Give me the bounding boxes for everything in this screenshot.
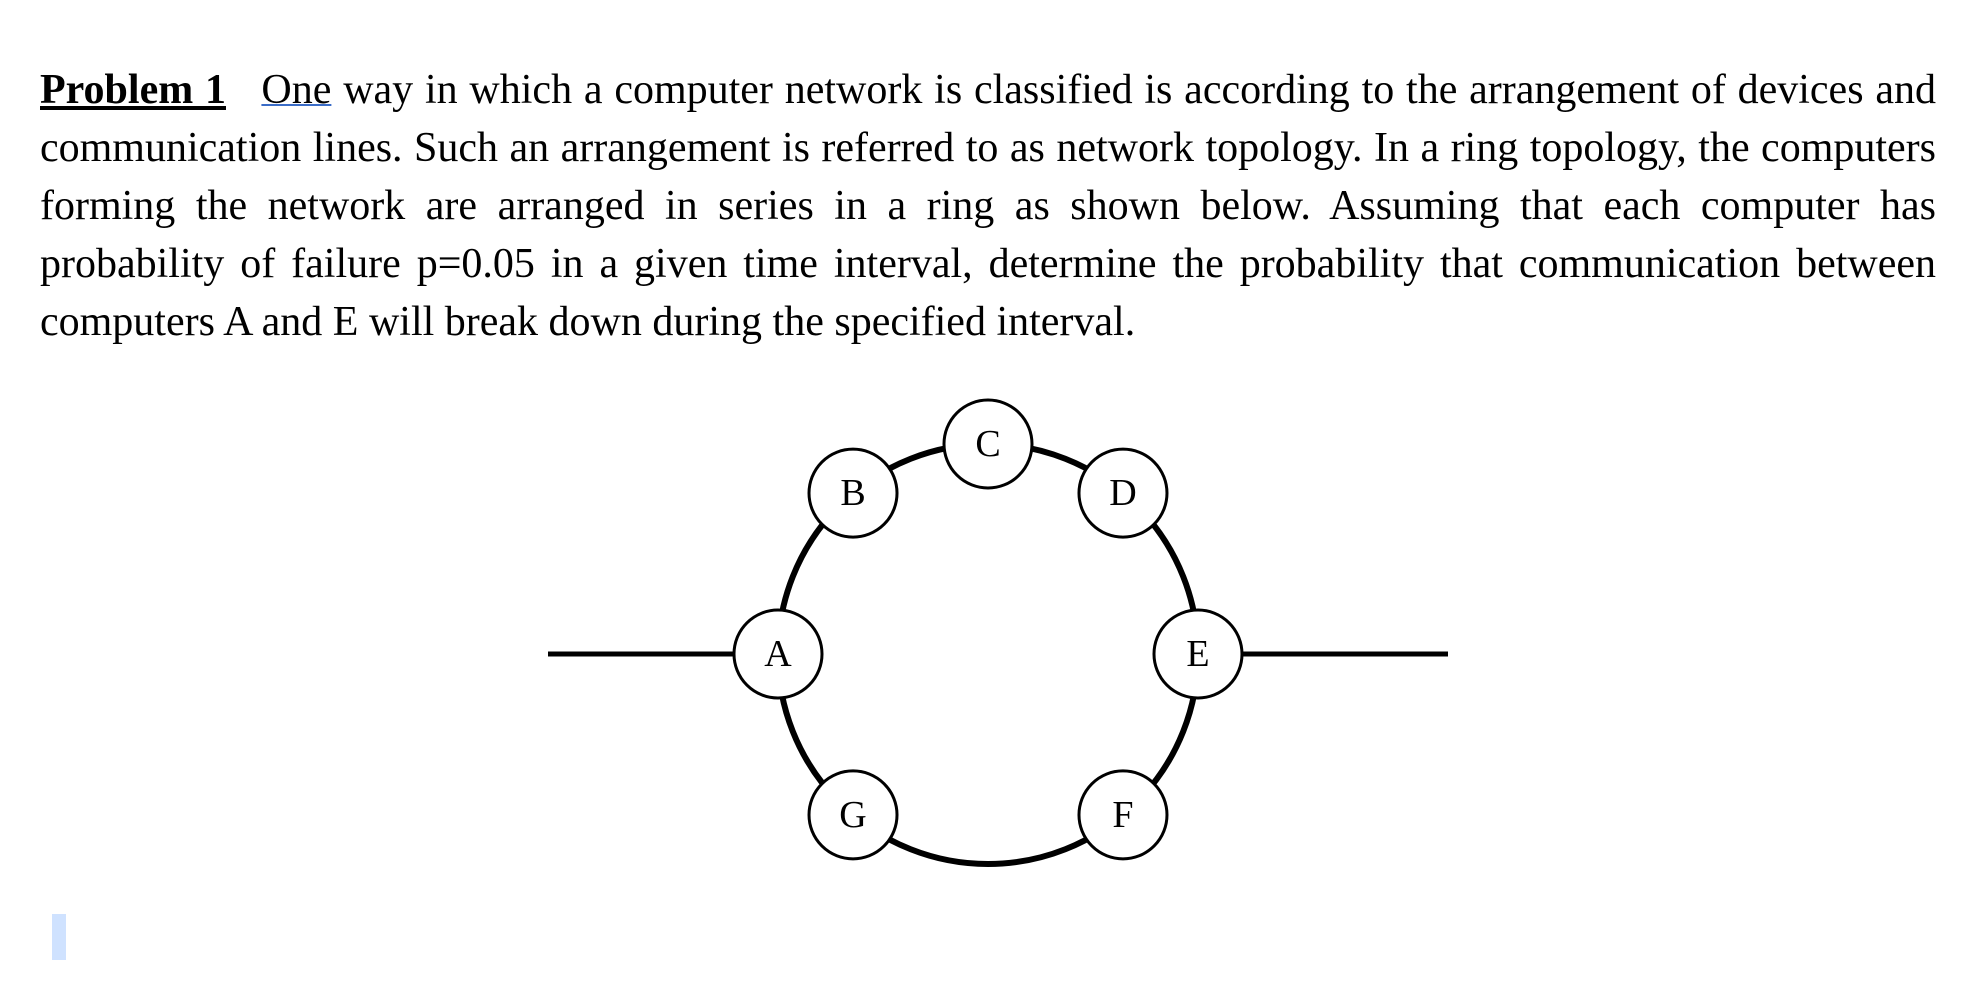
- node-g: G: [809, 771, 897, 859]
- node-e: E: [1154, 610, 1242, 698]
- node-f: F: [1079, 771, 1167, 859]
- node-label-b: B: [840, 472, 865, 514]
- problem-label: Problem 1: [40, 67, 226, 113]
- node-c: C: [944, 400, 1032, 488]
- text-cursor-highlight: [52, 914, 66, 960]
- problem-paragraph: Problem 1 One way in which a computer ne…: [40, 62, 1936, 352]
- ring-svg: A B C D E F G: [488, 394, 1488, 934]
- node-label-c: C: [975, 423, 1000, 465]
- node-label-d: D: [1109, 472, 1136, 514]
- problem-first-word: One: [261, 67, 331, 113]
- node-b: B: [809, 449, 897, 537]
- node-a: A: [734, 610, 822, 698]
- node-label-g: G: [839, 794, 866, 836]
- node-label-a: A: [764, 633, 792, 675]
- node-label-f: F: [1112, 794, 1133, 836]
- node-d: D: [1079, 449, 1167, 537]
- node-label-e: E: [1186, 633, 1209, 675]
- page: Problem 1 One way in which a computer ne…: [0, 0, 1976, 1000]
- ring-topology-diagram: A B C D E F G: [40, 394, 1936, 934]
